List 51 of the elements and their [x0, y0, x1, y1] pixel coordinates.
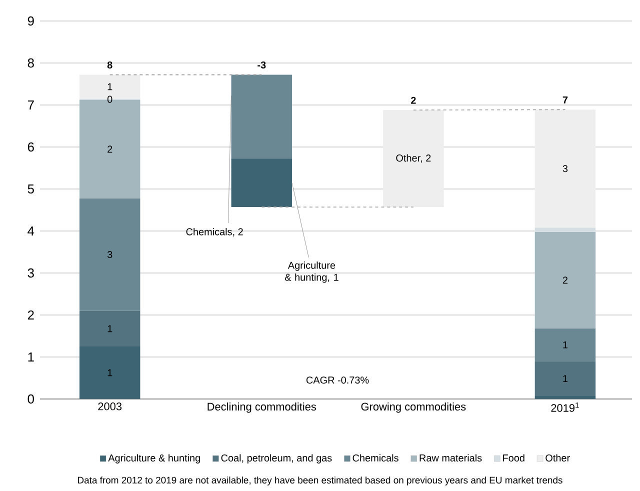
annotation: -3: [258, 61, 266, 69]
legend-label: Agriculture & hunting: [108, 454, 200, 464]
bar: [231, 158, 292, 208]
bar: [79, 198, 140, 311]
bar: [231, 74, 292, 158]
data-label: 3: [107, 250, 112, 258]
data-label: 2: [562, 276, 568, 284]
data-label: 1: [108, 325, 112, 332]
y-tick-label: 6: [28, 142, 34, 152]
x-tick-label: 2019$^{1}$: [551, 402, 579, 412]
bar: [534, 396, 596, 399]
y-tick-label: 3: [28, 268, 34, 278]
y-tick-label: 4: [28, 226, 34, 236]
total-label: 8: [107, 61, 112, 69]
data-label: Other, 2: [396, 154, 431, 163]
y-tick-label: 5: [28, 184, 34, 194]
data-label: 2: [108, 146, 112, 153]
x-tick-label: Declining commodities: [208, 402, 316, 413]
data-label: Agriculture & hunting, 1: [284, 262, 338, 283]
y-tick-label: 9: [28, 16, 34, 26]
annotation: CAGR -0.73%: [306, 376, 369, 384]
text: Data from 2012 to 2019 are not available, they have been estimated based on previous years and EU market trends: [78, 476, 562, 486]
data-label: 1: [563, 341, 568, 348]
data-label: 1: [563, 375, 568, 382]
bar: [79, 346, 140, 399]
y-tick-label: 1: [28, 352, 34, 362]
x-tick-label: Growing commodities: [361, 402, 466, 413]
bar: [534, 361, 596, 396]
total-label: 7: [562, 96, 568, 104]
bar: [534, 228, 596, 232]
legend-label: Chemicals: [352, 454, 398, 462]
bar: [534, 110, 596, 228]
legend-label: Other: [546, 454, 570, 462]
data-label: 0: [107, 96, 112, 103]
data-label: 1: [108, 83, 112, 90]
x-tick-label: 2003: [98, 402, 122, 410]
legend-label: Food: [503, 454, 524, 462]
total-label: 2: [410, 96, 416, 104]
bar: [383, 110, 444, 208]
bar: [534, 232, 596, 328]
y-tick-label: 0: [28, 394, 34, 404]
legend-label: Coal, petroleum, and gas: [221, 454, 332, 464]
bar: [79, 310, 140, 346]
y-tick-label: 8: [28, 58, 34, 68]
y-tick-label: 7: [28, 100, 34, 110]
bar: [534, 328, 596, 362]
legend-label: Raw materials: [420, 454, 482, 462]
data-label: 1: [108, 369, 112, 376]
y-tick-label: 2: [28, 310, 34, 320]
data-label: Chemicals, 2: [186, 228, 243, 236]
data-label: 3: [562, 165, 568, 172]
